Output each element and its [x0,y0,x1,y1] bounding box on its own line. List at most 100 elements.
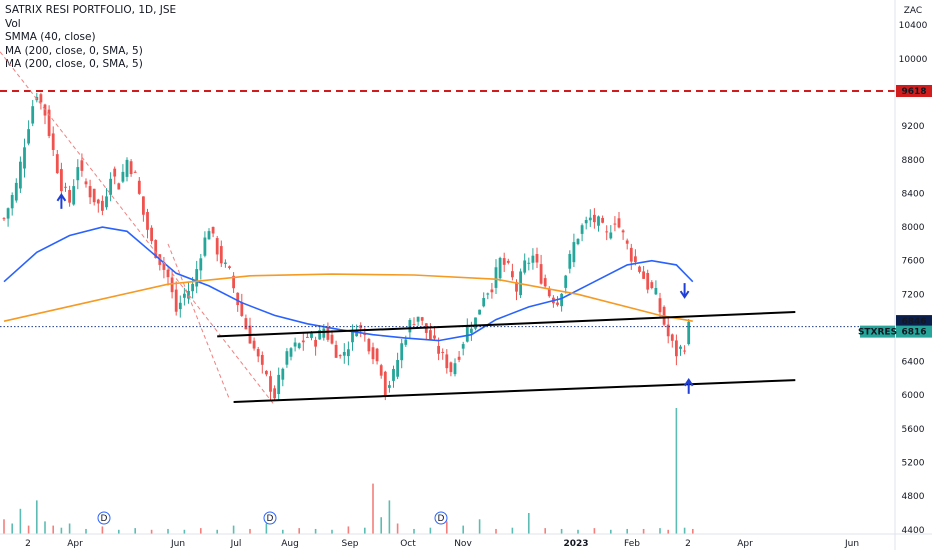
candle-body [215,238,219,255]
arrow-down-icon[interactable] [679,283,690,299]
candle-body [465,326,469,342]
candle-body [314,339,317,347]
dividend-marker[interactable]: D [97,511,111,525]
volume-bar [27,525,30,534]
candle-body [576,238,580,245]
volume-bar [413,528,415,534]
candle-body [675,340,678,357]
candle-body [593,214,596,223]
channel-upper-line[interactable] [0,46,275,406]
candle-body [400,343,404,361]
candle-body [232,275,235,289]
candle-body [318,330,322,340]
candle-body [137,180,141,194]
candle-body [654,287,658,295]
candle-body [638,266,641,272]
candle-body [588,217,592,221]
candle-body [133,171,137,173]
candle-body [445,354,449,369]
candle-body [277,374,281,395]
candle-body [429,330,432,340]
resistance-trendline[interactable] [217,310,796,338]
candle-body [101,200,104,211]
volume-bar [626,528,628,534]
volume-bar [462,525,464,534]
dividend-circle [97,511,111,525]
candle-body [531,255,535,263]
candle-body [564,275,568,288]
volume-bar [528,513,530,534]
y-tick-label: 5200 [902,459,925,469]
candle-body [154,240,158,258]
candle-body [211,226,215,234]
candle-body [162,261,166,270]
price-tag-label: 6816 [901,328,926,338]
x-tick-label: Sep [342,539,359,549]
channel-lower-line[interactable] [167,243,230,400]
x-tick-label: 2 [685,539,691,549]
volume-bar [298,528,300,534]
candle-body [515,282,518,292]
volume-bar [593,528,596,534]
candle-body [683,350,686,352]
candle-body [470,328,473,333]
candle-body [19,161,22,189]
candle-body [412,324,416,326]
dividend-label: D [101,514,108,524]
candle-body [334,344,338,358]
candle-body [572,242,576,263]
arrow-up-icon[interactable] [56,193,67,209]
candle-body [457,356,461,360]
candle-body [31,106,35,124]
legend-vol[interactable]: Vol [5,17,21,30]
volume-bar [544,528,546,534]
candle-body [396,359,399,377]
candle-body [64,186,67,188]
currency-label: ZAC [904,6,922,16]
y-tick-label: 8000 [902,223,925,233]
candle-body [658,298,662,313]
y-tick-label: 6400 [902,358,925,368]
arrow-up-icon[interactable] [683,378,694,394]
volume-bar [560,528,563,534]
legend-smma[interactable]: SMMA (40, close) [5,31,96,44]
legend-ma-2[interactable]: MA (200, close, 0, SMA, 5) [5,58,143,71]
volume-bar [396,523,399,534]
candle-body [441,351,445,353]
legend-ma-1[interactable]: MA (200, close, 0, SMA, 5) [5,44,143,57]
candle-body [92,188,96,203]
candle-body [281,368,285,380]
support-trendline[interactable] [233,379,796,403]
candle-body [650,282,654,289]
candle-body [666,324,670,337]
volume-bar [150,529,153,534]
candle-body [109,178,112,195]
legend-title[interactable]: SATRIX RESI PORTFOLIO, 1D, JSE [5,4,177,16]
volume-bar [683,527,686,534]
x-tick-label: Jun [170,539,185,549]
candle-body [502,258,506,265]
candle-body [351,329,354,343]
candle-body [388,385,391,388]
dividend-marker[interactable]: D [263,511,277,525]
price-tag-label: 6846 [901,317,926,327]
arrow-head [679,290,690,299]
y-tick-label: 4800 [902,492,925,502]
x-tick-label: 2023 [563,539,588,549]
candle-body [547,288,551,297]
candle-body [621,230,625,233]
candle-body [72,186,76,205]
candle-body [371,347,375,360]
volume-bar [675,408,678,534]
dividend-marker[interactable]: D [434,511,448,525]
arrow-head [56,193,67,202]
candle-body [392,368,395,381]
volume-bar [282,529,284,534]
volume-bar [118,529,120,534]
candle-body [39,94,43,103]
candle-body [646,273,650,290]
candle-body [224,262,227,264]
candle-body [486,293,490,295]
